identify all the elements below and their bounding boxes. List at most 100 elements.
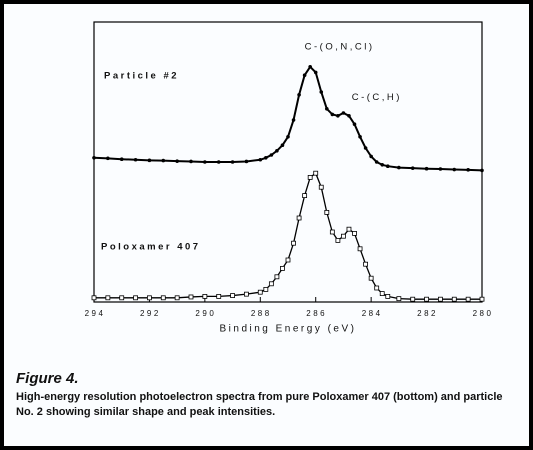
marker xyxy=(319,90,324,94)
series-line xyxy=(93,65,483,172)
x-tick-label: 282 xyxy=(417,309,438,318)
marker xyxy=(202,293,208,299)
marker xyxy=(357,246,363,252)
x-tick-label: 288 xyxy=(251,309,272,318)
marker xyxy=(160,295,166,301)
marker xyxy=(385,164,390,168)
marker xyxy=(175,159,179,163)
marker xyxy=(189,159,193,164)
marker xyxy=(318,184,324,190)
x-tick-label: 284 xyxy=(362,309,383,318)
marker xyxy=(480,168,484,173)
marker xyxy=(438,296,443,302)
marker xyxy=(244,291,249,297)
marker xyxy=(396,296,402,302)
chart: Binding Energy (eV) 294 292 290 288 286 284 28… xyxy=(85,21,494,335)
marker xyxy=(286,135,290,139)
marker xyxy=(347,114,351,118)
marker xyxy=(230,160,235,164)
marker xyxy=(451,296,457,302)
marker xyxy=(363,146,368,150)
marker xyxy=(161,158,166,163)
marker xyxy=(465,296,471,302)
marker xyxy=(263,286,269,292)
marker xyxy=(92,156,96,160)
marker xyxy=(424,166,429,171)
marker xyxy=(379,291,385,297)
marker xyxy=(216,160,221,164)
annotation: C-(C,H) xyxy=(352,92,402,103)
plot-frame xyxy=(93,21,483,303)
marker xyxy=(308,65,312,69)
marker xyxy=(119,295,125,301)
marker xyxy=(296,215,302,221)
marker xyxy=(410,166,415,170)
marker xyxy=(291,240,296,246)
marker xyxy=(336,114,340,118)
marker xyxy=(91,295,97,301)
marker xyxy=(363,261,369,267)
figure-label: Figure 4. xyxy=(16,370,79,387)
series-label: Particle #2 xyxy=(104,71,179,82)
marker xyxy=(330,112,335,117)
marker xyxy=(280,265,285,271)
marker xyxy=(268,281,274,287)
figure-frame: Binding Energy (eV) 294 292 290 288 286 284 28… xyxy=(4,4,529,446)
x-tick-label: 294 xyxy=(85,309,106,318)
marker xyxy=(358,135,362,139)
marker xyxy=(313,70,318,75)
marker xyxy=(302,73,307,77)
marker xyxy=(352,122,357,126)
marker xyxy=(280,143,285,147)
marker xyxy=(106,156,110,161)
marker xyxy=(369,154,373,159)
x-tick-label: 280 xyxy=(473,309,494,318)
x-tick-label: 292 xyxy=(140,309,161,318)
marker xyxy=(479,296,485,302)
marker xyxy=(397,165,401,170)
marker xyxy=(147,295,152,301)
marker xyxy=(410,296,416,302)
marker xyxy=(258,157,263,162)
marker xyxy=(452,167,457,172)
marker xyxy=(438,167,443,171)
marker xyxy=(147,158,152,163)
marker xyxy=(269,153,274,157)
marker xyxy=(346,226,352,232)
figure-caption: High-energy resolution photoelectron spe… xyxy=(16,391,503,418)
marker xyxy=(341,111,346,115)
series-label: Poloxamer 407 xyxy=(101,242,201,253)
x-axis-label: Binding Energy (eV) xyxy=(220,324,357,335)
marker xyxy=(424,296,429,302)
series-line xyxy=(94,172,482,300)
marker xyxy=(313,170,319,176)
marker xyxy=(216,293,222,299)
marker xyxy=(174,295,180,301)
marker xyxy=(325,107,329,111)
marker xyxy=(275,149,279,153)
marker xyxy=(374,285,380,291)
marker xyxy=(133,295,138,301)
marker xyxy=(244,159,249,164)
marker xyxy=(302,193,308,199)
marker xyxy=(105,295,111,301)
marker xyxy=(335,237,341,243)
marker xyxy=(368,275,374,281)
marker xyxy=(133,157,138,162)
marker xyxy=(188,294,194,300)
marker xyxy=(203,160,207,164)
marker xyxy=(257,289,263,295)
marker xyxy=(297,93,301,97)
marker xyxy=(274,274,280,280)
marker xyxy=(352,230,357,236)
marker xyxy=(230,293,235,298)
marker xyxy=(380,163,385,167)
x-tick-label: 290 xyxy=(195,309,216,318)
marker xyxy=(466,168,470,172)
marker xyxy=(291,118,296,122)
x-tick-label: 286 xyxy=(306,309,327,318)
marker xyxy=(329,229,335,235)
marker xyxy=(374,160,379,164)
marker xyxy=(324,209,330,215)
marker xyxy=(341,233,346,239)
